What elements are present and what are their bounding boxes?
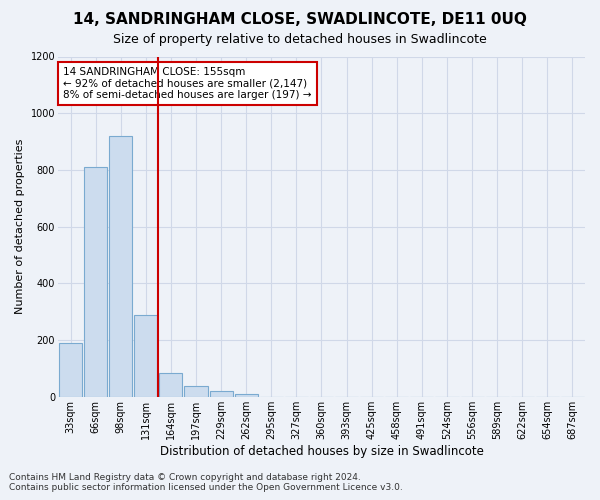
Bar [184, 386, 208, 397]
Bar [235, 394, 258, 397]
Bar [160, 372, 182, 397]
Y-axis label: Number of detached properties: Number of detached properties [15, 139, 25, 314]
Bar [109, 136, 132, 397]
Text: 14, SANDRINGHAM CLOSE, SWADLINCOTE, DE11 0UQ: 14, SANDRINGHAM CLOSE, SWADLINCOTE, DE11… [73, 12, 527, 28]
X-axis label: Distribution of detached houses by size in Swadlincote: Distribution of detached houses by size … [160, 444, 484, 458]
Text: Size of property relative to detached houses in Swadlincote: Size of property relative to detached ho… [113, 32, 487, 46]
Bar [209, 391, 233, 397]
Bar [84, 167, 107, 397]
Text: 14 SANDRINGHAM CLOSE: 155sqm
← 92% of detached houses are smaller (2,147)
8% of : 14 SANDRINGHAM CLOSE: 155sqm ← 92% of de… [63, 66, 312, 100]
Text: Contains HM Land Registry data © Crown copyright and database right 2024.
Contai: Contains HM Land Registry data © Crown c… [9, 473, 403, 492]
Bar [134, 314, 157, 397]
Bar [59, 343, 82, 397]
